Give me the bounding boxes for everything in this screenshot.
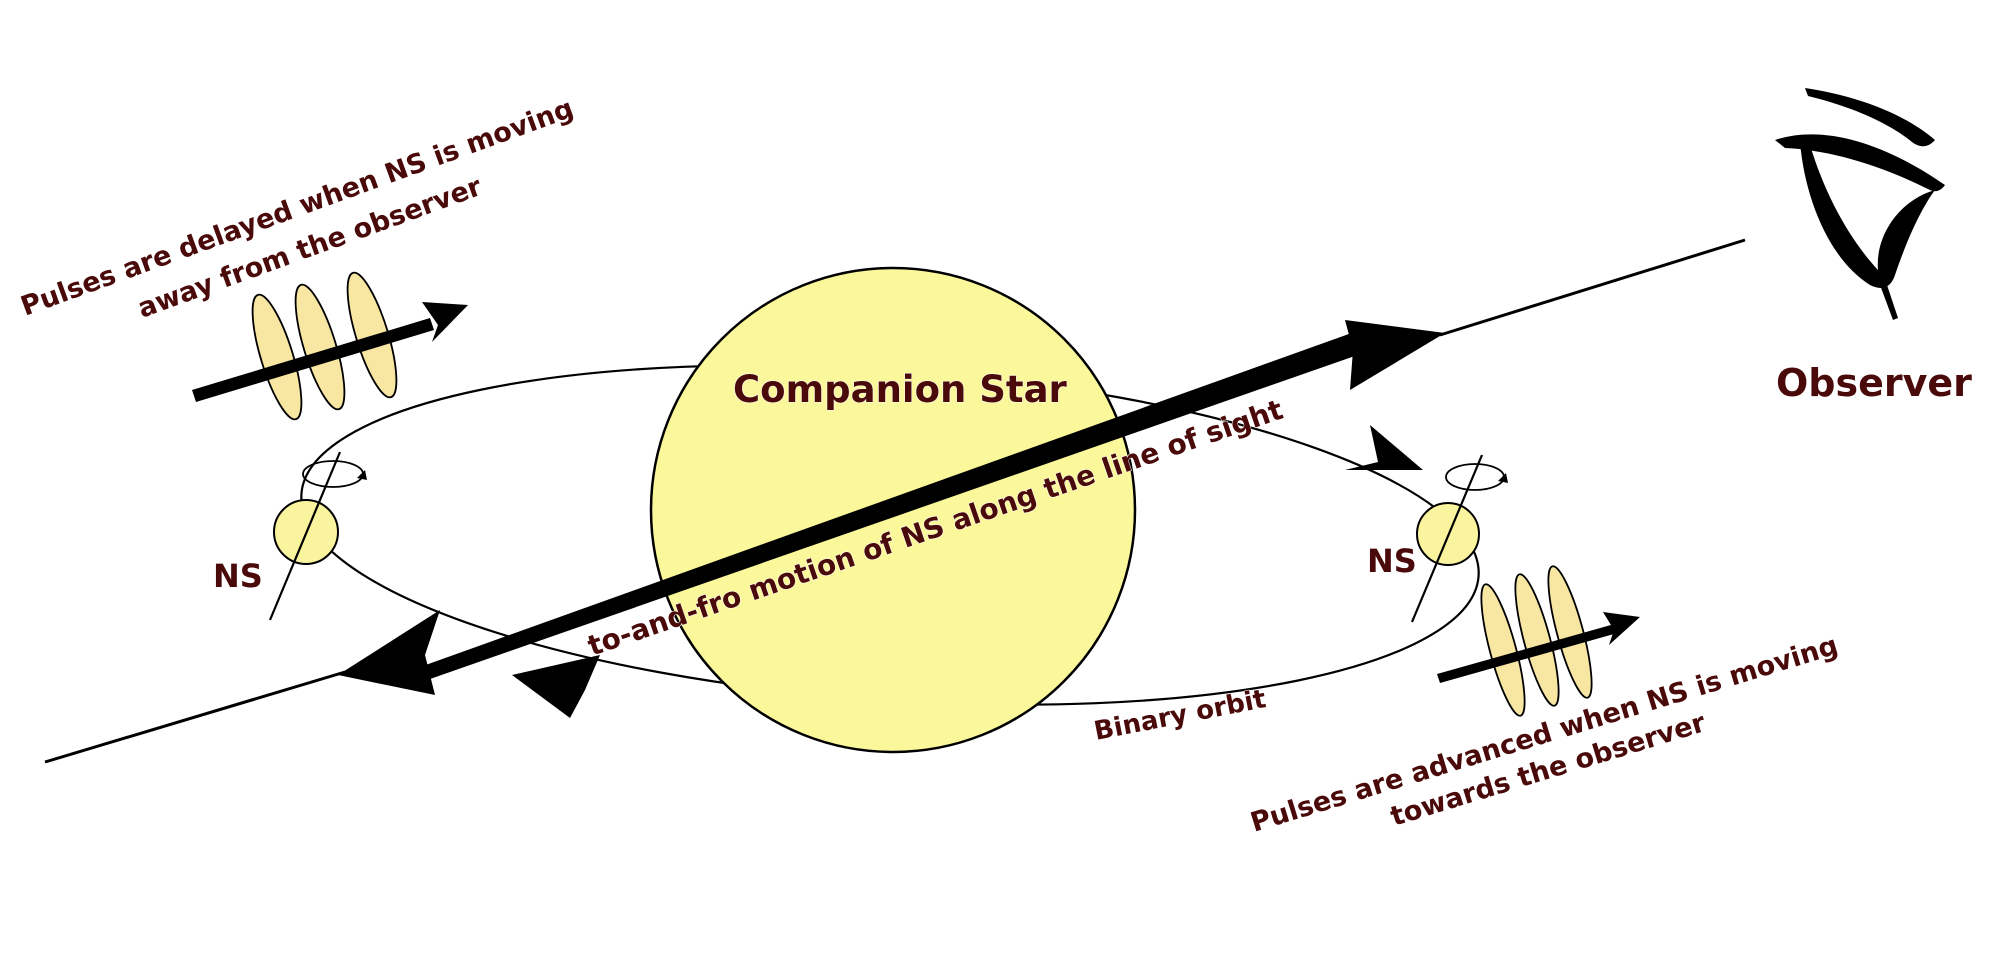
- companion-star-label: Companion Star: [733, 368, 1068, 411]
- line-of-sight-right: [1439, 238, 1746, 337]
- binary-orbit-label: Binary orbit: [1092, 684, 1269, 747]
- ns-left-label: NS: [213, 557, 263, 595]
- line-of-sight-wedge: [395, 330, 1372, 686]
- pulses-delayed: [192, 271, 468, 421]
- line-of-sight-arrowhead-left: [338, 610, 440, 695]
- line-of-sight-left: [44, 670, 346, 764]
- neutron-star-left: [268, 451, 367, 621]
- ns-right-label: NS: [1367, 542, 1417, 580]
- orbit-arrow-bottom: [512, 655, 600, 718]
- eye-icon: [1775, 88, 1945, 320]
- orbit-arrow-right: [1345, 425, 1423, 470]
- neutron-star-right: [1410, 454, 1508, 623]
- observer-label: Observer: [1776, 361, 1972, 405]
- pulses-advanced: [1437, 565, 1640, 717]
- line-of-sight-arrowhead-right: [1345, 320, 1445, 390]
